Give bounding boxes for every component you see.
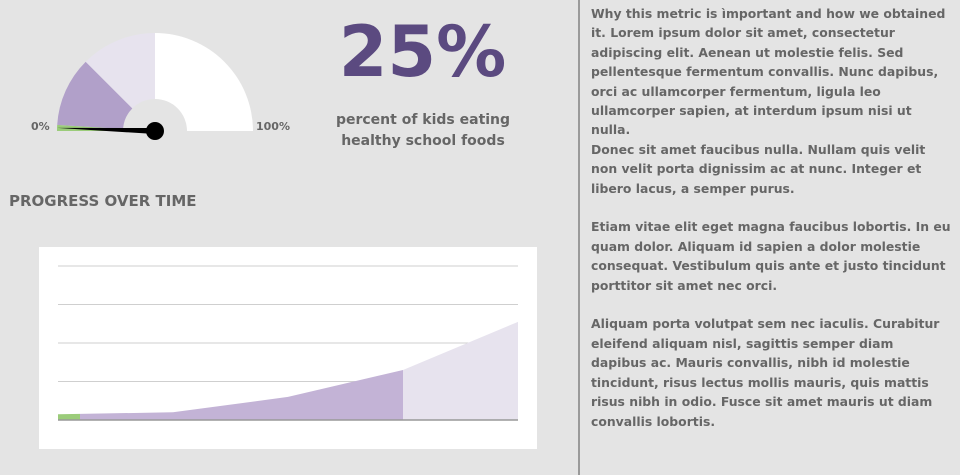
gauge-empty-band [155, 33, 253, 131]
gauge-mid-band [85, 33, 155, 109]
info-paragraph: Aliquam porta volutpat sem nec iaculis. … [591, 316, 940, 429]
info-paragraph: Donec sit amet faucibus nulla. Nullam qu… [591, 141, 926, 196]
area-start-segment [58, 413, 80, 420]
gauge-max-label: 100% [256, 120, 290, 133]
progress-chart [39, 247, 537, 449]
gauge-min-label: 0% [31, 120, 50, 133]
metric-value: 25% [338, 11, 507, 93]
info-panel: Why this metric is ìmportant and how we … [591, 4, 951, 431]
gauge-dial [57, 33, 253, 140]
info-paragraph: Why this metric is ìmportant and how we … [591, 6, 946, 138]
vertical-divider [578, 0, 580, 475]
gauge-needle [57, 127, 156, 134]
progress-title: PROGRESS OVER TIME [9, 192, 197, 210]
gauge-filled-band [57, 61, 133, 129]
info-paragraph: Etiam vitae elit eget magna faucibus lob… [591, 219, 951, 293]
area-future-segment [403, 321, 518, 420]
gauge-needle-hub [146, 122, 164, 140]
area-achieved-segment [80, 369, 403, 420]
progress-chart-svg [58, 265, 518, 421]
gauge: 0% 100% [0, 0, 330, 175]
metric-caption: percent of kids eating healthy school fo… [335, 112, 511, 149]
